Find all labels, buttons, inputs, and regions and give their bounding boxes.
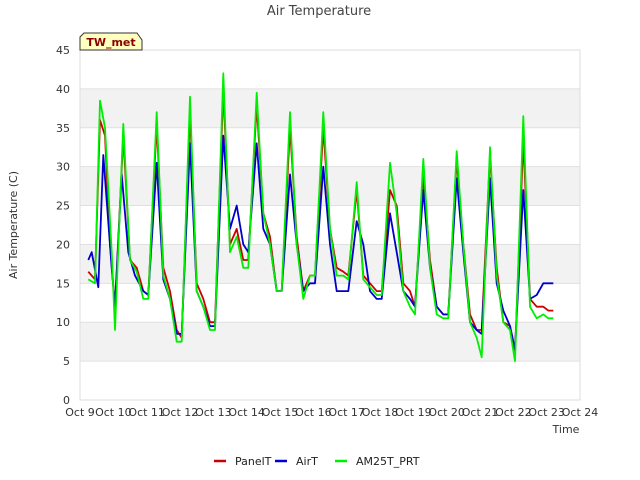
station-badge-text: TW_met (86, 36, 135, 49)
y-tick-label: 20 (56, 238, 70, 251)
x-tick-label: Oct 19 (395, 406, 432, 419)
x-tick-label: Oct 9 (65, 406, 95, 419)
background-band (80, 166, 580, 206)
y-tick-label: 40 (56, 83, 70, 96)
x-tick-label: Oct 12 (162, 406, 199, 419)
x-tick-label: Oct 11 (128, 406, 165, 419)
legend-label: AirT (296, 455, 318, 468)
y-tick-label: 0 (63, 394, 70, 407)
x-tick-label: Oct 24 (562, 406, 599, 419)
y-axis-label: Air Temperature (C) (7, 171, 20, 279)
x-tick-label: Oct 22 (495, 406, 532, 419)
x-tick-label: Oct 21 (462, 406, 499, 419)
legend-label: PanelT (235, 455, 272, 468)
x-tick-label: Oct 18 (362, 406, 399, 419)
y-axis-tick-labels: 0 5 10 15 20 25 30 35 40 45 (56, 44, 70, 407)
x-tick-label: Oct 17 (328, 406, 365, 419)
x-tick-label: Oct 15 (262, 406, 299, 419)
series-lines (87, 72, 554, 363)
x-axis-label: Time (552, 423, 580, 436)
legend-label: AM25T_PRT (356, 455, 420, 468)
x-tick-label: Oct 23 (528, 406, 565, 419)
x-tick-label: Oct 16 (295, 406, 332, 419)
station-badge: TW_met (79, 32, 143, 51)
y-tick-label: 25 (56, 200, 70, 213)
background-band (80, 88, 580, 128)
chart-title: Air Temperature (267, 4, 371, 19)
x-tick-label: Oct 13 (195, 406, 232, 419)
x-tick-label: Oct 20 (428, 406, 465, 419)
background-band (80, 322, 580, 362)
y-tick-label: 45 (56, 44, 70, 57)
x-tick-label: Oct 10 (95, 406, 132, 419)
plot-area-border (79, 49, 581, 401)
y-tick-label: 10 (56, 316, 70, 329)
x-tick-label: Oct 14 (228, 406, 265, 419)
legend: PanelT AirT AM25T_PRT (214, 455, 420, 468)
series-line-am25t-prt (87, 72, 554, 363)
y-tick-label: 30 (56, 161, 70, 174)
y-tick-label: 5 (63, 355, 70, 368)
y-tick-label: 35 (56, 122, 70, 135)
y-tick-label: 15 (56, 277, 70, 290)
